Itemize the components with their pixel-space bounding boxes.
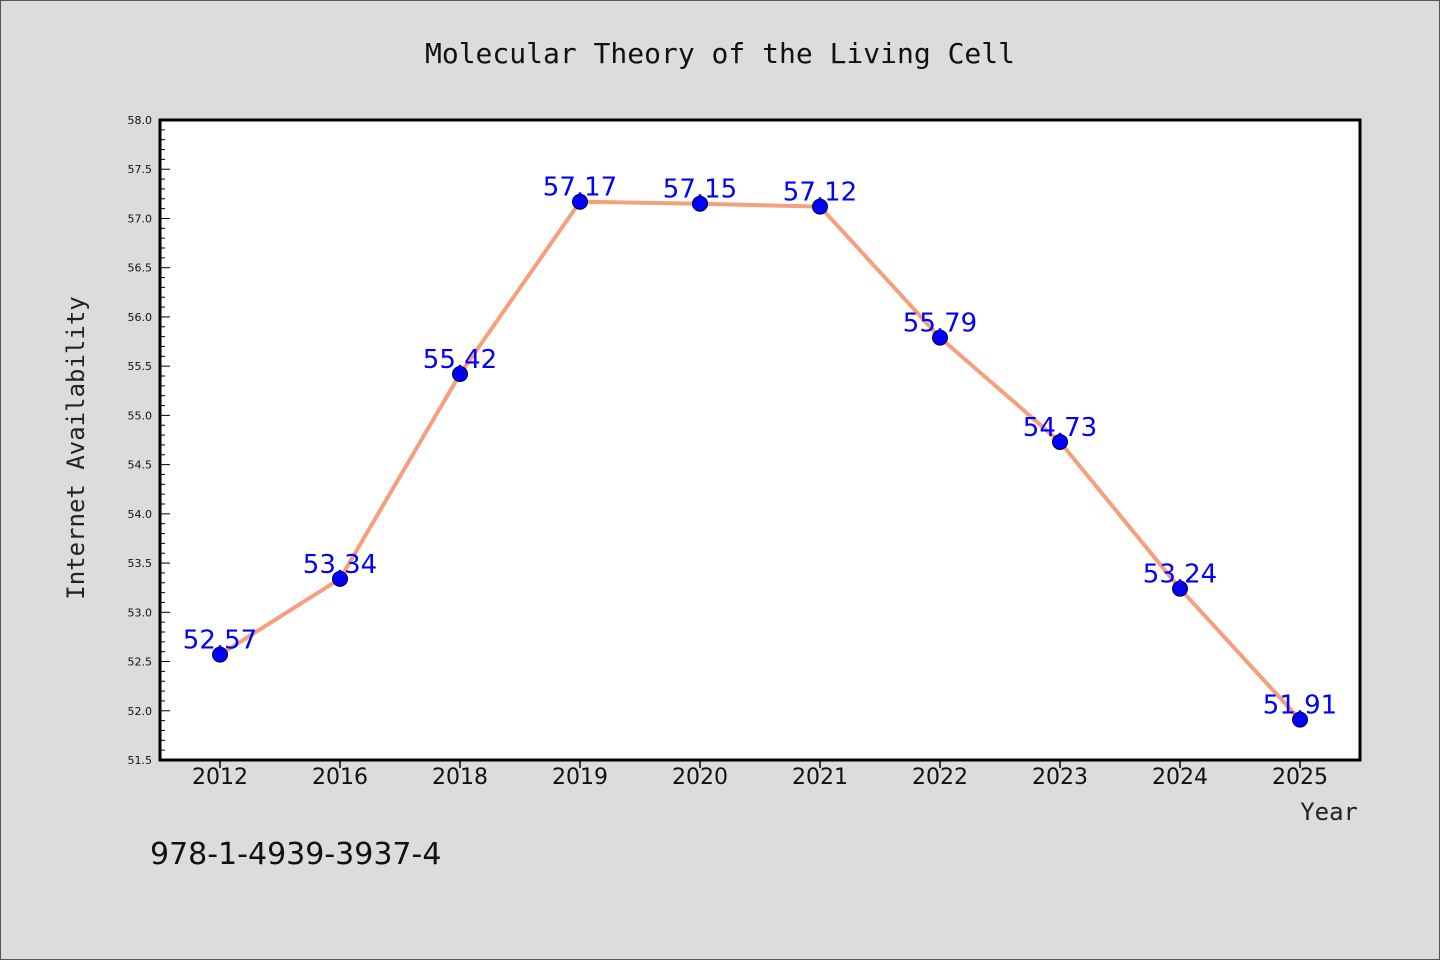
chart-title: Molecular Theory of the Living Cell [425, 37, 1015, 70]
y-axis: 51.5 52.0 52.5 53.0 53.5 54.0 54.5 55.0 55.5 56.0… [128, 114, 170, 767]
x-tick-label: 2018 [432, 765, 488, 790]
y-axis-title: Internet Availability [62, 296, 90, 599]
data-label: 53.34 [303, 550, 377, 580]
y-tick-label: 55.0 [128, 409, 153, 422]
x-tick-label: 2022 [912, 765, 968, 790]
data-label: 57.12 [783, 178, 857, 208]
plot-border [158, 118, 1362, 762]
data-labels: 52.57 53.34 55.42 57.17 57.15 57.12 55.79 54.73… [183, 173, 1337, 721]
data-label: 52.57 [183, 626, 257, 656]
x-tick-label: 2020 [672, 765, 728, 790]
y-tick-label: 54.0 [128, 508, 153, 521]
data-points [212, 193, 1308, 728]
data-label: 55.79 [903, 309, 977, 339]
data-label: 57.17 [543, 173, 617, 203]
data-point [1292, 711, 1308, 728]
y-tick-label: 58.0 [128, 114, 153, 127]
data-point [572, 193, 588, 210]
y-tick-label: 52.0 [128, 705, 153, 718]
y-tick-label: 56.5 [128, 262, 153, 275]
isbn-text: 978-1-4939-3937-4 [150, 837, 441, 872]
data-point [1052, 433, 1068, 450]
y-tick-label: 55.5 [128, 360, 153, 373]
data-point [1172, 580, 1188, 597]
y-tick-label: 51.5 [128, 754, 153, 767]
x-tick-label: 2019 [552, 765, 608, 790]
series-line-group [218, 199, 1302, 722]
x-tick-label: 2024 [1152, 765, 1208, 790]
x-tick-label: 2012 [192, 765, 248, 790]
y-tick-label: 54.5 [128, 459, 153, 472]
data-point [692, 195, 708, 212]
data-label: 53.24 [1143, 560, 1217, 590]
y-tick-label: 57.0 [128, 212, 153, 225]
data-point [332, 570, 348, 587]
y-tick-label: 57.5 [128, 163, 153, 176]
y-tick-label: 52.5 [128, 656, 153, 669]
x-tick-label: 2025 [1272, 765, 1328, 790]
x-tick-label: 2023 [1032, 765, 1088, 790]
data-point [452, 366, 468, 383]
y-tick-label: 56.0 [128, 311, 153, 324]
series-line [218, 199, 1302, 722]
data-point [932, 329, 948, 346]
data-point [812, 198, 828, 215]
x-tick-label: 2016 [312, 765, 368, 790]
y-tick-label: 53.0 [128, 606, 153, 619]
data-point [212, 646, 228, 663]
data-label: 51.91 [1263, 691, 1337, 721]
x-axis: 2012 2016 2018 2019 2020 2021 2022 2023 2024 2025 [192, 760, 1328, 790]
y-tick-label: 53.5 [128, 557, 153, 570]
x-tick-label: 2021 [792, 765, 848, 790]
data-label: 57.15 [663, 175, 737, 205]
plot-area [160, 120, 1360, 760]
x-axis-title: Year [1300, 798, 1358, 826]
data-label: 54.73 [1023, 413, 1097, 443]
data-label: 55.42 [423, 345, 497, 375]
